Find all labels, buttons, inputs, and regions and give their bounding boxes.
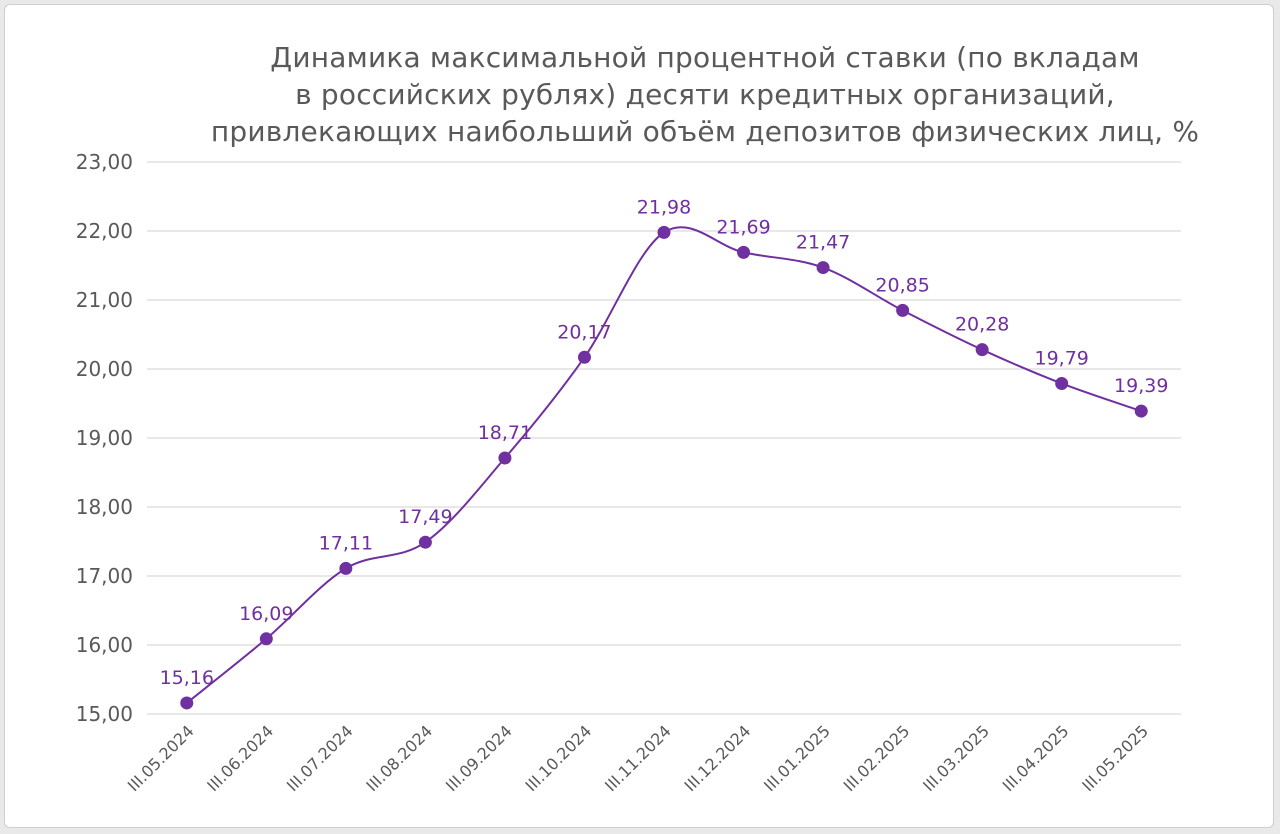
data-label: 20,28 [955, 314, 1009, 336]
data-point [896, 303, 910, 317]
y-tick-label: 19,00 [76, 426, 133, 450]
x-tick-label: III.09.2024 [442, 721, 516, 795]
data-point [657, 225, 671, 239]
data-point [737, 245, 751, 259]
data-label: 21,47 [796, 232, 850, 254]
data-label: 16,09 [239, 603, 293, 625]
y-tick-label: 22,00 [76, 219, 133, 243]
data-point [418, 535, 432, 549]
data-point [816, 261, 830, 275]
data-label: 20,17 [557, 321, 611, 343]
data-label: 20,85 [875, 274, 929, 296]
data-point [339, 561, 353, 575]
x-tick-label: III.06.2024 [203, 721, 277, 795]
x-tick-label: III.07.2024 [283, 721, 357, 795]
chart-title-line-3: привлекающих наибольший объём депозитов … [210, 115, 1200, 148]
data-label: 17,49 [398, 506, 452, 528]
data-label: 17,11 [319, 532, 373, 554]
x-tick-label: III.01.2025 [760, 721, 834, 795]
data-label: 19,39 [1114, 375, 1168, 397]
x-tick-label: III.02.2025 [840, 721, 914, 795]
x-tick-label: III.08.2024 [362, 721, 436, 795]
y-tick-label: 23,00 [76, 150, 133, 174]
data-point [577, 350, 591, 364]
chart-frame: Динамика максимальной процентной ставки … [4, 4, 1274, 828]
data-point [180, 696, 194, 710]
data-label: 19,79 [1034, 347, 1088, 369]
chart-title-line-1: Динамика максимальной процентной ставки … [270, 41, 1140, 74]
data-label: 18,71 [478, 422, 532, 444]
x-tick-label: III.12.2024 [681, 721, 755, 795]
y-tick-label: 17,00 [76, 564, 133, 588]
data-point [1055, 376, 1069, 390]
y-tick-label: 20,00 [76, 357, 133, 381]
data-point [259, 632, 273, 646]
x-tick-label: III.05.2025 [1078, 721, 1152, 795]
x-tick-label: III.03.2025 [919, 721, 993, 795]
line-chart: 15,00 16,00 17,00 18,00 19,00 20,00 21,00 22,00… [76, 150, 1181, 795]
series-line [186, 226, 1142, 704]
data-label: 15,16 [160, 667, 214, 689]
y-tick-label: 16,00 [76, 633, 133, 657]
data-point [498, 451, 512, 465]
y-tick-label: 15,00 [76, 702, 133, 726]
x-tick-label: III.04.2025 [999, 721, 1073, 795]
x-tick-label: III.10.2024 [521, 721, 595, 795]
data-point [975, 343, 989, 357]
chart-title-line-2: в российских рублях) десяти кредитных ор… [295, 78, 1115, 111]
y-tick-label: 21,00 [76, 288, 133, 312]
y-tick-label: 18,00 [76, 495, 133, 519]
x-tick-label: III.11.2024 [601, 721, 675, 795]
data-label: 21,98 [637, 196, 691, 218]
data-point [1134, 404, 1148, 418]
data-label: 21,69 [716, 216, 770, 238]
x-tick-label: III.05.2024 [124, 721, 198, 795]
chart-title: Динамика максимальной процентной ставки … [155, 39, 1255, 150]
